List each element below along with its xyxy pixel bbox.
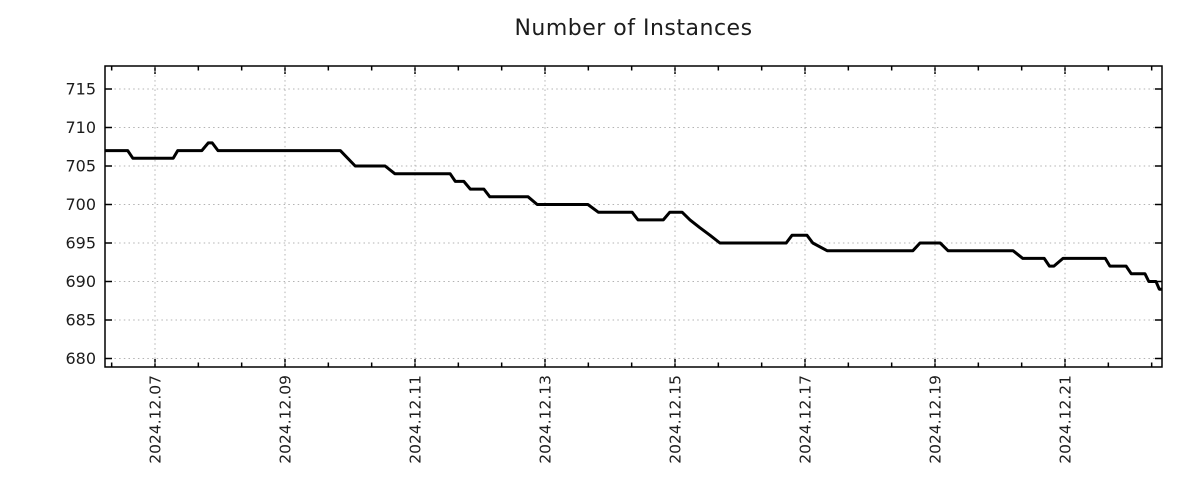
data-line [105, 141, 1162, 291]
plot-frame [104, 65, 1163, 368]
x-tick-label: 2024.12.21 [1057, 375, 1075, 464]
x-tick-label: 2024.12.07 [147, 375, 165, 464]
y-tick-label: 700 [65, 195, 96, 214]
x-tick-label: 2024.12.19 [927, 375, 945, 464]
y-tick-label: 680 [65, 349, 96, 368]
y-tick-label: 710 [65, 118, 96, 137]
y-tick-label: 695 [65, 234, 96, 253]
x-tick-label: 2024.12.15 [667, 375, 685, 464]
x-tick-label: 2024.12.09 [277, 375, 295, 464]
chart-title: Number of Instances [514, 16, 753, 41]
x-tick-label: 2024.12.13 [537, 375, 555, 464]
y-tick-label: 690 [65, 272, 96, 291]
y-tick-label: 685 [65, 311, 96, 330]
y-tick-label: 715 [65, 80, 96, 99]
x-tick-label: 2024.12.17 [797, 375, 815, 464]
y-tick-label: 705 [65, 157, 96, 176]
x-tick-label: 2024.12.11 [407, 375, 425, 464]
